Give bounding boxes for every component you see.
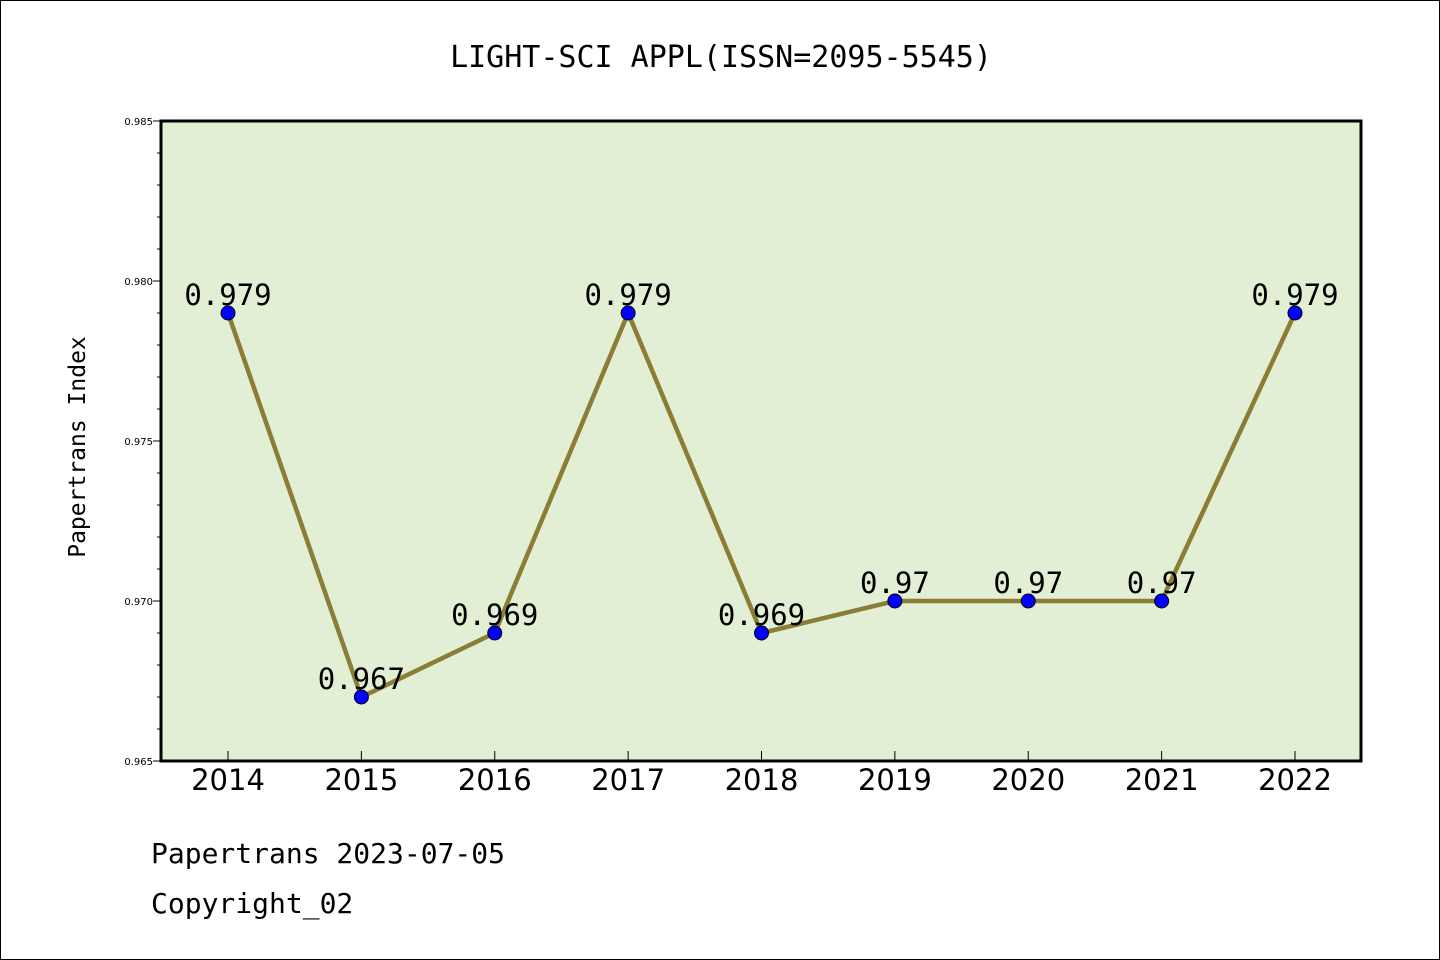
x-tick-label: 2015 [324,763,398,797]
y-axis-label: Papertrans Index [65,336,91,558]
x-axis: 2014 2015 2016 2017 2018 2019 2020 2021 2022 [191,751,1332,797]
y-axis: 0.965 0.970 0.975 0.980 0.985 [124,117,161,768]
chart-title: LIGHT-SCI APPL(ISSN=2095-5545) [450,40,992,75]
x-tick-label: 2021 [1125,763,1199,797]
data-label: 0.979 [184,278,271,312]
data-label: 0.979 [1251,278,1338,312]
data-label-group: 0.979 0.967 0.969 0.979 0.969 0.97 0.97 0.97 0.9… [184,278,1338,696]
x-tick-label: 2022 [1258,763,1332,797]
y-tick-label: 0.975 [124,437,153,448]
y-tick-label: 0.985 [124,117,153,128]
footer-date: Papertrans 2023-07-05 [151,837,506,870]
y-tick-label: 0.970 [124,597,153,608]
x-tick-label: 2016 [458,763,532,797]
plot-area [159,119,1363,763]
y-tick-label: 0.980 [124,277,153,288]
data-label: 0.969 [718,598,805,632]
data-point [487,625,503,641]
data-label: 0.979 [584,278,671,312]
data-label: 0.969 [451,598,538,632]
x-tick-label: 2017 [591,763,665,797]
data-label: 0.967 [318,662,405,696]
data-label: 0.97 [993,566,1063,600]
data-point [1287,305,1303,321]
data-label: 0.97 [860,566,930,600]
data-point [353,689,369,705]
x-tick-label: 2019 [858,763,932,797]
data-point [887,593,903,609]
data-point [220,305,236,321]
x-tick-label: 2020 [991,763,1065,797]
data-point [1020,593,1036,609]
series-line-group [220,305,1303,705]
data-point [754,625,769,641]
x-tick-label: 2018 [725,763,799,797]
data-label: 0.97 [1127,566,1197,600]
data-point [620,305,636,321]
footer-copyright: Copyright_02 [151,887,354,920]
y-tick-label: 0.965 [124,757,153,768]
x-tick-label: 2014 [191,763,265,797]
data-point [1154,593,1170,609]
